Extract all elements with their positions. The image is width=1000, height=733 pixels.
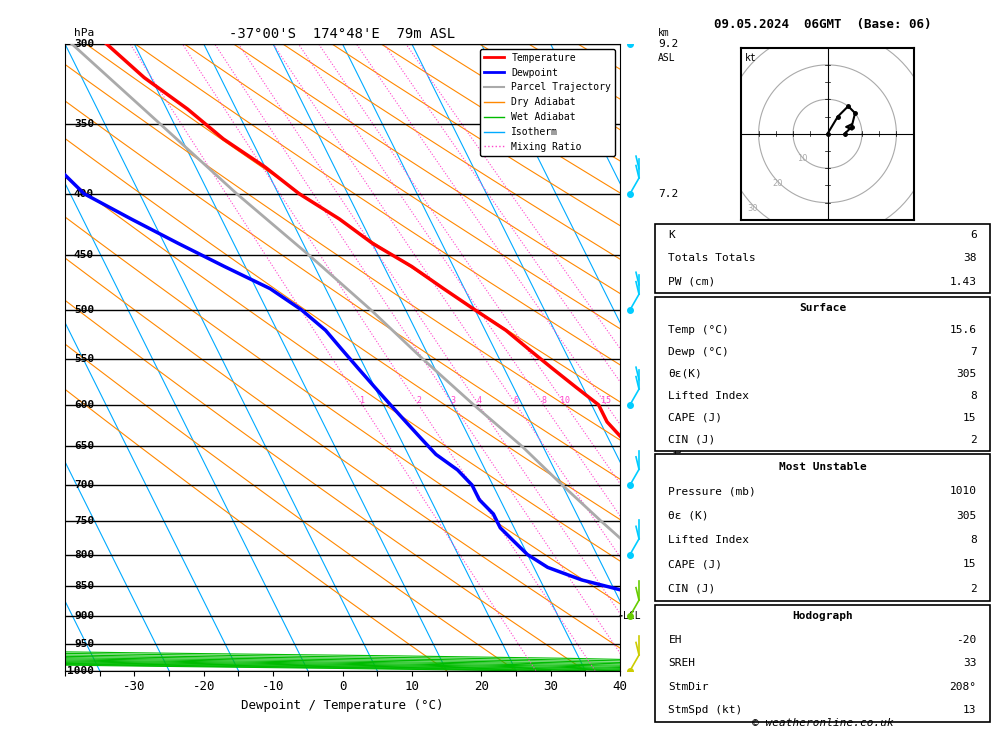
Text: Lifted Index: Lifted Index <box>668 391 749 401</box>
Text: 550: 550 <box>74 355 94 364</box>
Text: 6: 6 <box>514 396 519 405</box>
Text: CAPE (J): CAPE (J) <box>668 559 722 570</box>
Text: 850: 850 <box>74 581 94 591</box>
Text: 2: 2 <box>970 584 977 594</box>
Text: EH: EH <box>668 635 682 645</box>
Text: 1.43: 1.43 <box>950 276 977 287</box>
Text: Surface: Surface <box>799 303 846 313</box>
Text: StmDir: StmDir <box>668 682 709 692</box>
Text: 38: 38 <box>963 254 977 263</box>
Text: 0.1: 0.1 <box>658 666 678 676</box>
Legend: Temperature, Dewpoint, Parcel Trajectory, Dry Adiabat, Wet Adiabat, Isotherm, Mi: Temperature, Dewpoint, Parcel Trajectory… <box>480 49 615 156</box>
Text: 400: 400 <box>74 188 94 199</box>
Text: 13: 13 <box>963 705 977 715</box>
Text: 650: 650 <box>74 441 94 452</box>
Text: Hodograph: Hodograph <box>792 611 853 622</box>
Text: 3.0: 3.0 <box>658 480 678 490</box>
Text: StmSpd (kt): StmSpd (kt) <box>668 705 743 715</box>
FancyBboxPatch shape <box>655 224 990 293</box>
Text: 10: 10 <box>797 154 808 163</box>
Text: 300: 300 <box>74 39 94 49</box>
Text: Pressure (mb): Pressure (mb) <box>668 486 756 496</box>
Text: -20: -20 <box>956 635 977 645</box>
Text: CIN (J): CIN (J) <box>668 584 716 594</box>
Text: 950: 950 <box>74 639 94 649</box>
Text: kt: kt <box>745 53 757 63</box>
Text: ASL: ASL <box>658 53 676 63</box>
Text: 700: 700 <box>74 480 94 490</box>
Text: hPa: hPa <box>74 28 94 37</box>
Text: 800: 800 <box>74 550 94 559</box>
Text: 10: 10 <box>560 396 570 405</box>
Text: 600: 600 <box>74 399 94 410</box>
Text: 7: 7 <box>970 347 977 357</box>
X-axis label: Dewpoint / Temperature (°C): Dewpoint / Temperature (°C) <box>241 699 444 712</box>
Text: 9.2: 9.2 <box>658 39 678 49</box>
Text: 1: 1 <box>360 396 365 405</box>
Text: 2: 2 <box>970 435 977 445</box>
FancyBboxPatch shape <box>655 605 990 722</box>
Text: θε (K): θε (K) <box>668 511 709 520</box>
Text: Dewp (°C): Dewp (°C) <box>668 347 729 357</box>
Text: CIN (J): CIN (J) <box>668 435 716 445</box>
Text: Most Unstable: Most Unstable <box>779 462 866 471</box>
Text: 1.0: 1.0 <box>658 611 678 621</box>
Text: 208°: 208° <box>950 682 977 692</box>
Text: Temp (°C): Temp (°C) <box>668 325 729 335</box>
Text: 900: 900 <box>74 611 94 621</box>
Title: -37°00'S  174°48'E  79m ASL: -37°00'S 174°48'E 79m ASL <box>229 27 456 42</box>
Text: Mixing Ratio (g/kg): Mixing Ratio (g/kg) <box>674 396 684 507</box>
Text: 750: 750 <box>74 516 94 526</box>
Text: CAPE (J): CAPE (J) <box>668 413 722 423</box>
Text: 2: 2 <box>416 396 421 405</box>
Text: PW (cm): PW (cm) <box>668 276 716 287</box>
Text: 450: 450 <box>74 250 94 260</box>
Text: 30: 30 <box>748 204 758 213</box>
Text: 1010: 1010 <box>950 486 977 496</box>
Text: 6: 6 <box>970 230 977 240</box>
Text: 4.2: 4.2 <box>658 399 678 410</box>
Text: 7.2: 7.2 <box>658 188 678 199</box>
Text: 3: 3 <box>451 396 456 405</box>
Text: 8: 8 <box>970 535 977 545</box>
Text: 15.6: 15.6 <box>950 325 977 335</box>
Text: 350: 350 <box>74 119 94 129</box>
Text: 4: 4 <box>476 396 481 405</box>
Text: 5.6: 5.6 <box>658 305 678 315</box>
Text: 15: 15 <box>601 396 611 405</box>
Text: km: km <box>658 28 670 37</box>
Text: 2.0: 2.0 <box>658 550 678 559</box>
Text: Lifted Index: Lifted Index <box>668 535 749 545</box>
Text: K: K <box>668 230 675 240</box>
Text: 09.05.2024  06GMT  (Base: 06): 09.05.2024 06GMT (Base: 06) <box>714 18 931 32</box>
FancyBboxPatch shape <box>655 297 990 451</box>
Text: 15: 15 <box>963 559 977 570</box>
Text: 500: 500 <box>74 305 94 315</box>
FancyBboxPatch shape <box>655 454 990 601</box>
Text: 305: 305 <box>956 511 977 520</box>
Text: θε(K): θε(K) <box>668 369 702 379</box>
Text: 15: 15 <box>963 413 977 423</box>
Text: 8: 8 <box>541 396 546 405</box>
Text: 20: 20 <box>773 179 783 188</box>
Text: 1000: 1000 <box>67 666 94 676</box>
Text: 305: 305 <box>956 369 977 379</box>
Text: © weatheronline.co.uk: © weatheronline.co.uk <box>752 718 893 728</box>
Text: LCL: LCL <box>623 611 641 621</box>
Text: Totals Totals: Totals Totals <box>668 254 756 263</box>
Text: SREH: SREH <box>668 658 695 668</box>
Text: 8: 8 <box>970 391 977 401</box>
Text: 33: 33 <box>963 658 977 668</box>
